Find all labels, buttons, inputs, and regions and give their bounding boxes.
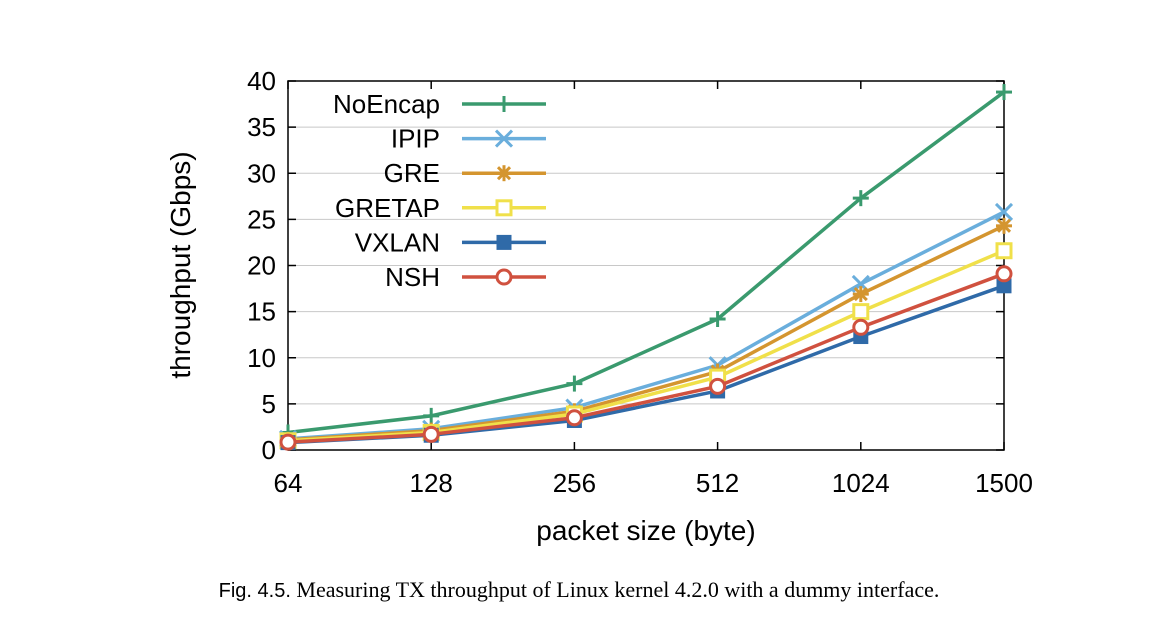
legend-entry-gretap: GRETAP: [335, 193, 546, 223]
data-point-marker: [852, 318, 870, 336]
series-line: [287, 224, 1005, 442]
series-vxlan: [280, 278, 1012, 451]
data-point-marker: [495, 268, 513, 286]
data-point-marker: [709, 377, 727, 395]
legend-entry-vxlan: VXLAN: [355, 227, 546, 257]
legend-entry-noencap: NoEncap: [333, 89, 546, 119]
data-point-marker: [496, 165, 512, 182]
y-tick-label: 40: [247, 66, 276, 96]
figure-caption: Fig. 4.5. Measuring TX throughput of Lin…: [0, 577, 1158, 603]
y-tick-label: 20: [247, 251, 276, 281]
data-point-marker: [995, 242, 1013, 260]
data-point-marker: [494, 129, 514, 148]
y-axis-label: throughput (Gbps): [165, 151, 196, 378]
data-point-marker: [495, 199, 513, 217]
data-point-marker: [994, 202, 1014, 222]
data-point-marker: [995, 265, 1013, 283]
data-point-marker: [496, 96, 512, 112]
data-point-marker: [496, 234, 512, 250]
legend-label: NSH: [385, 262, 440, 292]
data-point-marker: [709, 311, 726, 328]
legend-label: IPIP: [391, 124, 440, 154]
gridlines: [288, 126, 1004, 405]
legend-entry-ipip: IPIP: [391, 124, 546, 154]
x-tick-label: 1024: [832, 468, 890, 498]
data-point-marker: [422, 425, 440, 443]
series-line: [287, 249, 1005, 443]
x-axis-ticks: 64 128 256 512 1024 1500: [274, 81, 1033, 498]
data-point-marker: [423, 407, 440, 424]
legend-label: NoEncap: [333, 89, 440, 119]
legend-label: VXLAN: [355, 227, 440, 257]
series-layer: [278, 84, 1014, 451]
data-point-marker: [566, 375, 583, 392]
data-point-marker: [852, 303, 870, 321]
y-tick-label: 25: [247, 204, 276, 234]
legend-label: GRE: [384, 158, 440, 188]
x-tick-label: 128: [410, 468, 453, 498]
legend: NoEncap IPIP GRE GRETAP VXLAN NSH: [333, 89, 546, 292]
data-point-marker: [996, 217, 1012, 234]
y-tick-label: 5: [262, 389, 276, 419]
x-tick-label: 64: [274, 468, 303, 498]
data-point-marker: [852, 286, 869, 303]
caption-text: Measuring TX throughput of Linux kernel …: [296, 577, 940, 602]
y-tick-label: 0: [262, 435, 276, 465]
data-point-marker: [996, 84, 1012, 101]
data-point-marker: [852, 190, 869, 207]
x-tick-label: 1500: [975, 468, 1033, 498]
y-tick-label: 30: [247, 158, 276, 188]
x-axis-label: packet size (byte): [536, 515, 755, 546]
x-tick-label: 512: [696, 468, 739, 498]
series-line: [287, 272, 1005, 444]
y-axis-ticks: 0 5 10 15 20 25 30 35 40: [247, 66, 1004, 465]
data-point-marker: [565, 409, 583, 427]
data-point-marker: [279, 433, 297, 451]
y-tick-label: 15: [247, 297, 276, 327]
line-chart: 0 5 10 15 20 25 30 35 40 64 128 256 512 1024 1500 NoE…: [165, 66, 1033, 546]
series-line: [287, 90, 1006, 435]
y-tick-label: 10: [247, 343, 276, 373]
legend-entry-gre: GRE: [384, 158, 546, 188]
legend-label: GRETAP: [335, 193, 440, 223]
figure-number: Fig. 4.5.: [218, 580, 291, 602]
x-tick-label: 256: [553, 468, 596, 498]
legend-entry-nsh: NSH: [385, 262, 546, 292]
series-nsh: [279, 265, 1013, 451]
y-tick-label: 35: [247, 112, 276, 142]
